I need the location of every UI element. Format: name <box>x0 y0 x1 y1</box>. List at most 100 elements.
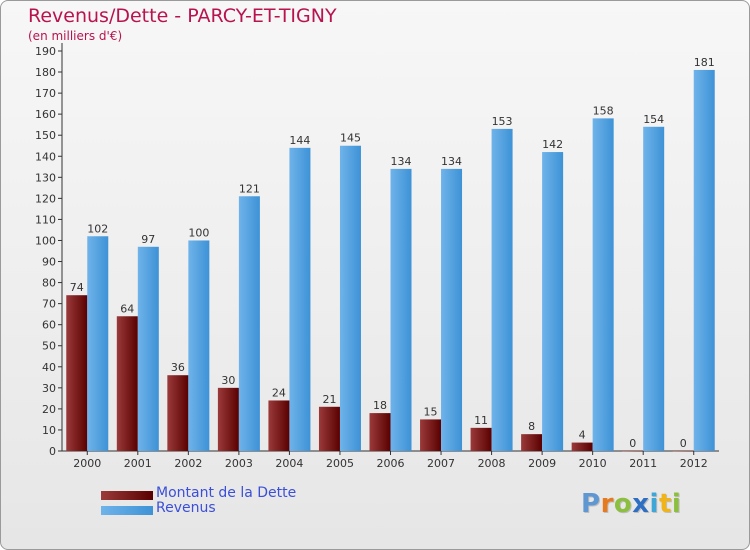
debt-bar <box>622 451 644 452</box>
debt-bar <box>521 434 543 451</box>
debt-bar <box>66 295 88 451</box>
chart-subtitle: (en milliers d'€) <box>28 29 123 43</box>
revenue-bar <box>289 147 311 451</box>
revenue-value-label: 145 <box>340 132 361 145</box>
x-tick-label: 2012 <box>680 457 708 470</box>
legend-label-revenue: Revenus <box>156 500 216 516</box>
x-tick-label: 2010 <box>579 457 607 470</box>
revenue-value-label: 134 <box>441 155 462 168</box>
x-tick-label: 2004 <box>275 457 303 470</box>
debt-bar <box>217 387 239 451</box>
y-tick-label: 30 <box>42 382 56 395</box>
debt-value-label: 18 <box>373 399 387 412</box>
revenue-bar <box>339 145 361 451</box>
revenue-value-label: 154 <box>643 113 664 126</box>
debt-bar <box>672 451 694 452</box>
revenue-value-label: 100 <box>188 226 209 239</box>
x-tick-label: 2011 <box>629 457 657 470</box>
y-tick-label: 50 <box>42 340 56 353</box>
y-tick-label: 40 <box>42 361 56 374</box>
legend-swatch-revenue <box>101 506 153 515</box>
revenue-value-label: 142 <box>542 138 563 151</box>
revenue-value-label: 153 <box>492 115 513 128</box>
debt-bar <box>420 419 442 451</box>
y-tick-label: 130 <box>35 171 56 184</box>
revenue-bar <box>643 126 665 451</box>
debt-bar <box>268 400 290 451</box>
x-tick-label: 2000 <box>73 457 101 470</box>
logo-letter: o <box>613 489 633 519</box>
revenue-value-label: 181 <box>694 56 715 69</box>
y-tick-label: 170 <box>35 87 56 100</box>
x-tick-label: 2008 <box>478 457 506 470</box>
debt-value-label: 8 <box>528 420 535 433</box>
y-tick-label: 80 <box>42 277 56 290</box>
chart-title: Revenus/Dette - PARCY-ET-TIGNY <box>28 5 337 27</box>
logo-letter: t <box>658 489 672 519</box>
debt-value-label: 64 <box>120 302 134 315</box>
x-tick-label: 2002 <box>174 457 202 470</box>
debt-bar <box>369 413 391 451</box>
debt-value-label: 74 <box>70 281 84 294</box>
debt-bar <box>470 427 492 451</box>
debt-value-label: 15 <box>424 405 438 418</box>
proxiti-logo: Proxiti <box>581 489 681 519</box>
y-tick-label: 150 <box>35 129 56 142</box>
revenue-bar <box>542 152 564 452</box>
x-tick-label: 2005 <box>326 457 354 470</box>
debt-bar <box>116 316 138 451</box>
revenue-bar <box>693 69 715 452</box>
revenue-value-label: 121 <box>239 182 260 195</box>
debt-value-label: 0 <box>680 437 687 450</box>
y-tick-label: 100 <box>35 234 56 247</box>
y-tick-label: 20 <box>42 403 56 416</box>
revenue-bar <box>137 246 159 451</box>
debt-value-label: 4 <box>579 429 586 442</box>
logo-letter: r <box>600 489 614 519</box>
x-tick-label: 2007 <box>427 457 455 470</box>
y-tick-label: 60 <box>42 319 56 332</box>
y-tick-label: 190 <box>35 45 56 58</box>
y-tick-label: 120 <box>35 192 56 205</box>
y-tick-label: 10 <box>42 424 56 437</box>
revenue-value-label: 134 <box>391 155 412 168</box>
debt-value-label: 24 <box>272 386 286 399</box>
revenue-bar <box>592 118 614 452</box>
x-tick-label: 2006 <box>377 457 405 470</box>
debt-value-label: 0 <box>629 437 636 450</box>
x-tick-label: 2009 <box>528 457 556 470</box>
legend-swatch-debt <box>101 491 153 500</box>
y-tick-label: 140 <box>35 150 56 163</box>
y-tick-label: 160 <box>35 108 56 121</box>
debt-value-label: 11 <box>474 414 488 427</box>
debt-bar <box>318 406 340 451</box>
debt-bar <box>571 442 593 451</box>
y-tick-label: 90 <box>42 256 56 269</box>
chart-bars <box>66 69 715 452</box>
logo-letter: P <box>581 489 601 519</box>
y-tick-label: 110 <box>35 213 56 226</box>
y-tick-label: 70 <box>42 298 56 311</box>
logo-letter: x <box>632 489 650 519</box>
x-tick-label: 2003 <box>225 457 253 470</box>
chart-labels: 74 102 64 97 36 100 30 121 24 144 21 145 18 134 15 134 1… <box>70 56 715 450</box>
revenue-value-label: 158 <box>593 104 614 117</box>
debt-value-label: 21 <box>322 393 336 406</box>
revenue-bar <box>238 196 260 451</box>
revenue-value-label: 97 <box>141 233 155 246</box>
y-tick-label: 180 <box>35 66 56 79</box>
revenue-bar <box>441 168 463 452</box>
logo-letter: i <box>671 489 682 519</box>
revenue-bar <box>390 168 412 452</box>
logo-letter: i <box>649 489 659 519</box>
x-tick-label: 2001 <box>124 457 152 470</box>
revenue-value-label: 144 <box>289 134 310 147</box>
debt-value-label: 36 <box>171 361 185 374</box>
revenue-bar <box>87 236 109 451</box>
y-tick-label: 0 <box>49 445 56 458</box>
revenue-bar <box>188 240 210 451</box>
revenue-bar <box>491 128 513 451</box>
debt-value-label: 30 <box>221 374 235 387</box>
